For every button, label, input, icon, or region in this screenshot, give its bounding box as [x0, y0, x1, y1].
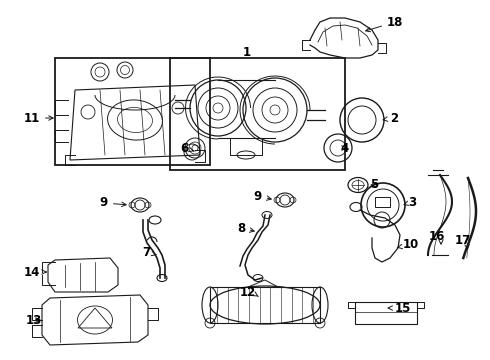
Text: 13: 13 — [26, 314, 42, 327]
Text: 17: 17 — [455, 234, 471, 247]
Bar — [55, 58, 210, 165]
Text: 5: 5 — [370, 179, 378, 192]
Text: 1: 1 — [243, 45, 251, 58]
Text: 7: 7 — [142, 246, 156, 258]
Text: 3: 3 — [404, 195, 416, 208]
Bar — [355, 302, 417, 324]
Text: 16: 16 — [429, 230, 445, 243]
Text: 15: 15 — [388, 302, 412, 315]
Text: 9: 9 — [100, 197, 126, 210]
Text: 12: 12 — [240, 285, 256, 298]
Text: 4: 4 — [340, 141, 348, 154]
Text: 18: 18 — [366, 15, 403, 32]
Text: 11: 11 — [24, 112, 53, 125]
Text: 8: 8 — [237, 221, 254, 234]
Bar — [375, 197, 390, 207]
Text: 6: 6 — [180, 141, 194, 154]
Text: 10: 10 — [397, 238, 419, 252]
Text: 14: 14 — [24, 266, 46, 279]
Bar — [210, 287, 320, 323]
Text: 2: 2 — [383, 112, 398, 125]
Text: 9: 9 — [254, 189, 271, 202]
Bar — [170, 58, 345, 170]
